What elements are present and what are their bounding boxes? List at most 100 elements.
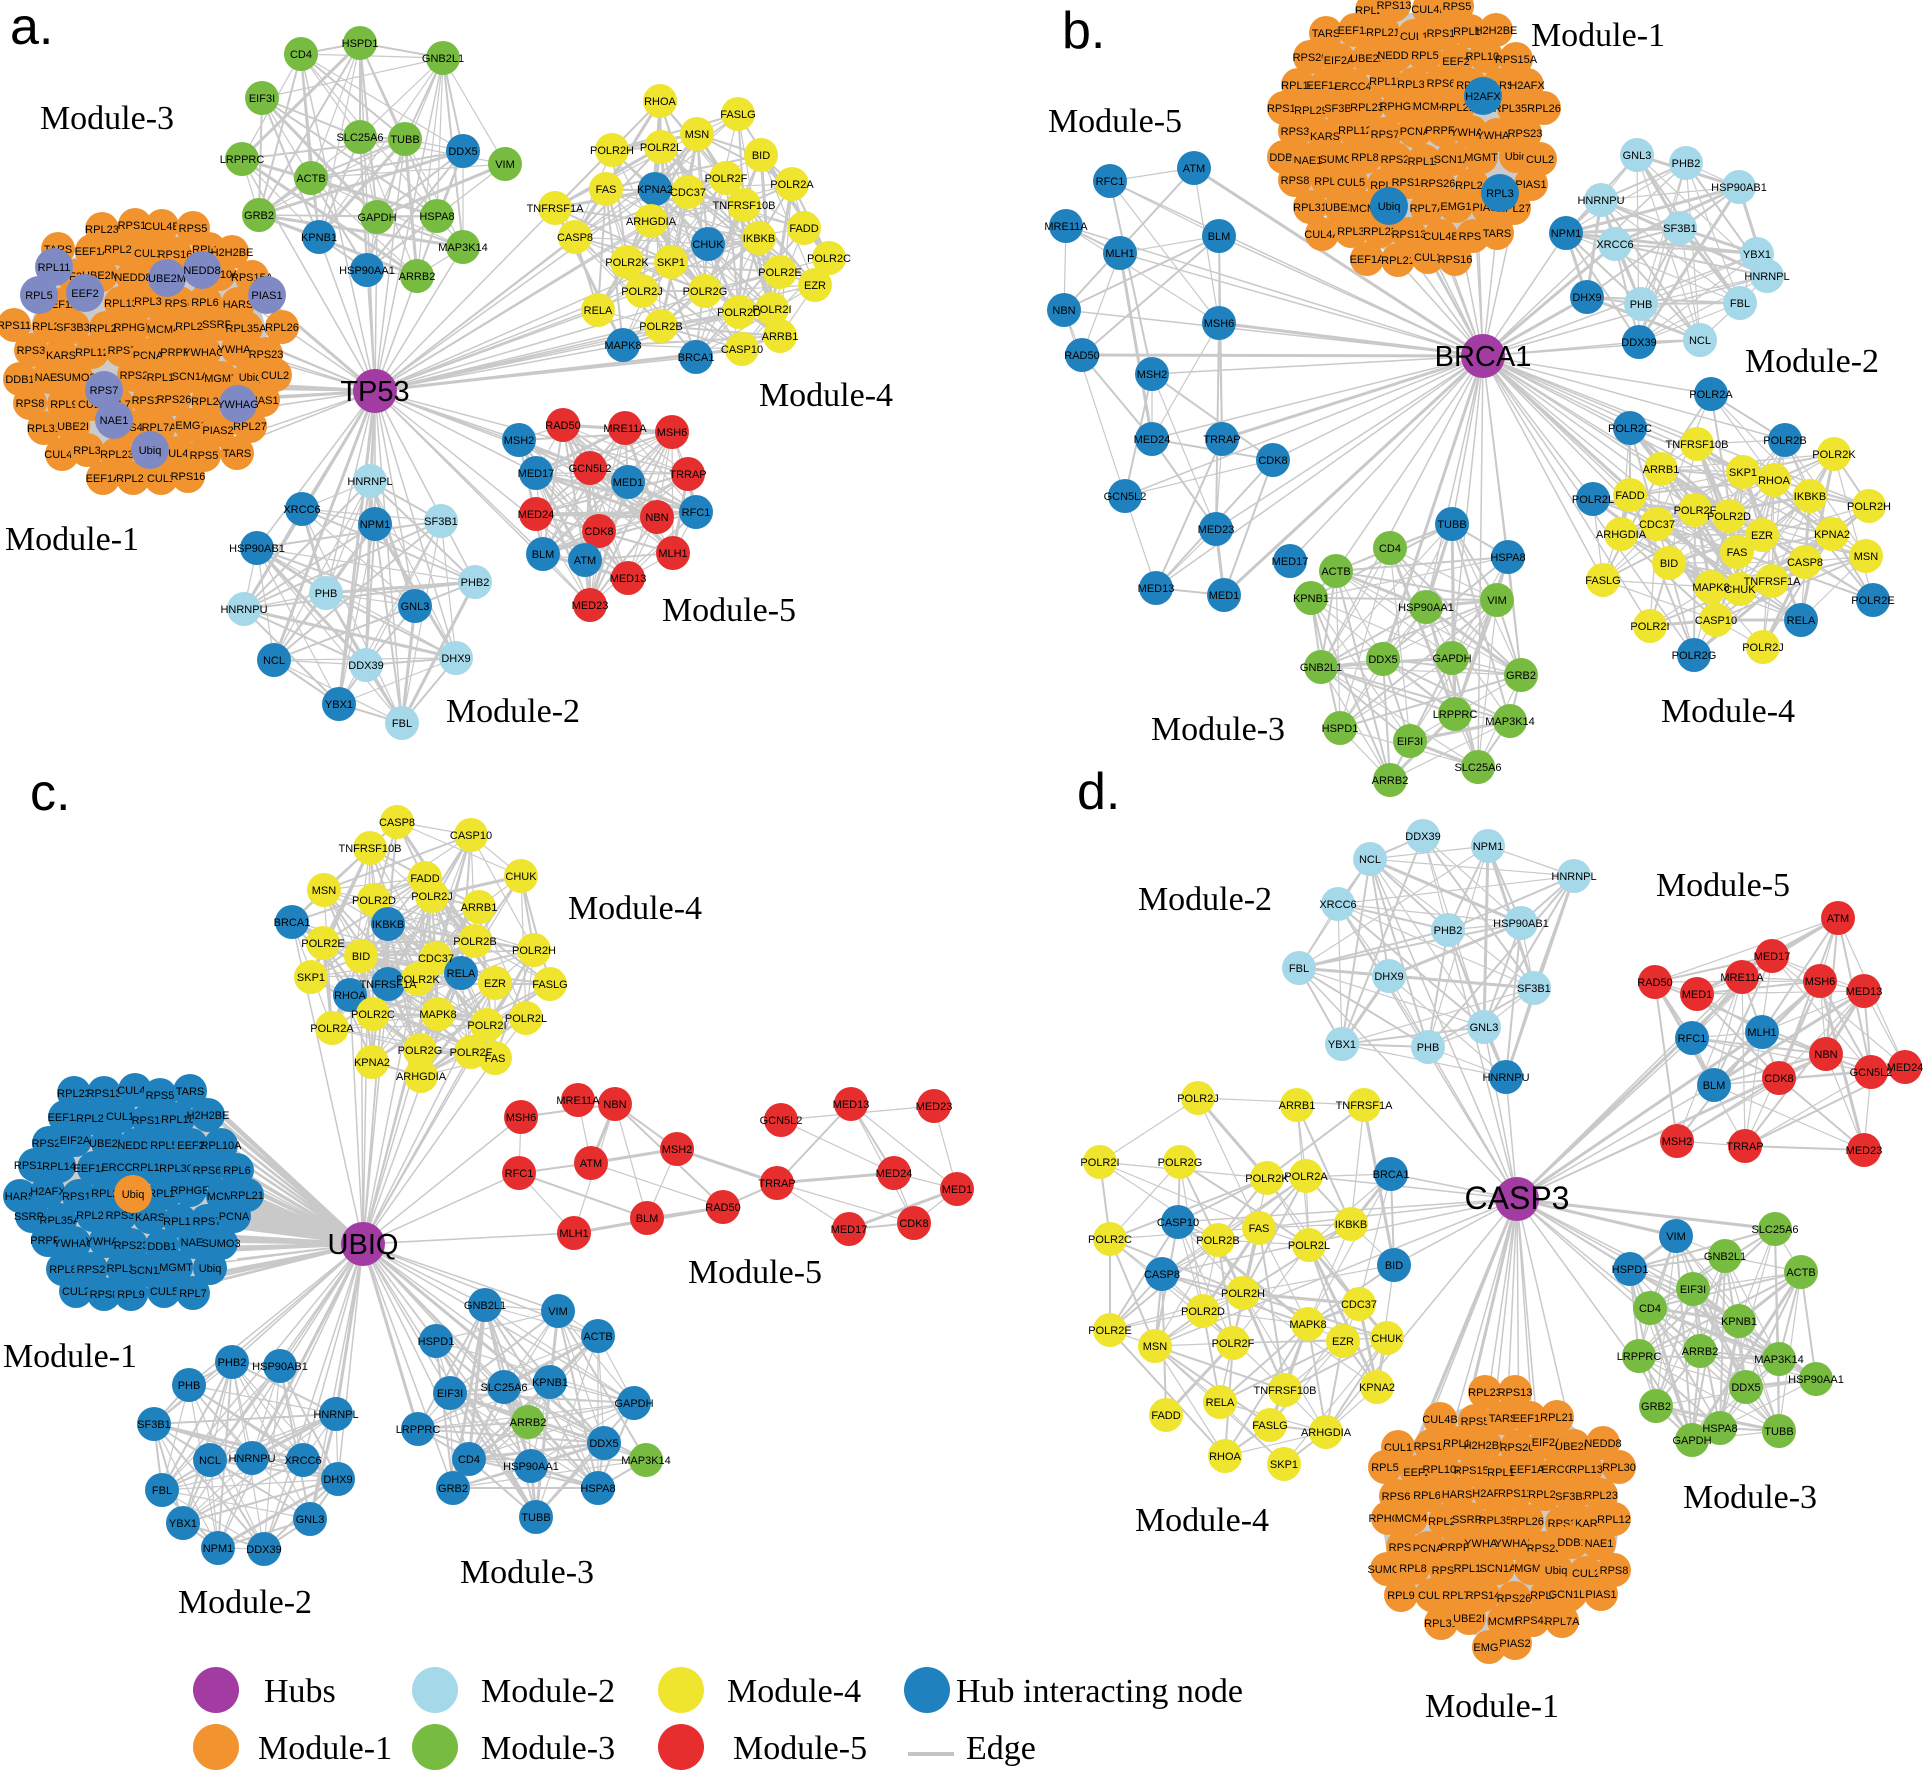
svg-text:RPL26: RPL26	[1510, 1516, 1544, 1528]
svg-text:MLH1: MLH1	[559, 1228, 588, 1240]
svg-text:DHX9: DHX9	[323, 1474, 352, 1486]
svg-text:CASP10: CASP10	[1695, 615, 1737, 627]
svg-text:RPS8: RPS8	[90, 1289, 119, 1301]
svg-text:YWHAH: YWHAH	[1495, 1538, 1536, 1550]
svg-text:RPS11: RPS11	[1498, 1488, 1532, 1500]
svg-text:YWHAG: YWHAG	[53, 1238, 95, 1250]
svg-text:POLR2C: POLR2C	[1608, 423, 1652, 435]
svg-text:GRB2: GRB2	[1641, 1401, 1671, 1413]
svg-text:POLR2L: POLR2L	[1572, 494, 1614, 506]
svg-text:PHB: PHB	[178, 1380, 201, 1392]
svg-text:RPL7A: RPL7A	[1545, 1616, 1581, 1628]
svg-text:LRPPRC: LRPPRC	[220, 154, 265, 166]
svg-text:HSP90AA1: HSP90AA1	[339, 265, 395, 277]
svg-text:RPL23: RPL23	[100, 449, 134, 461]
svg-text:ARHGDIA: ARHGDIA	[1301, 1427, 1352, 1439]
svg-text:MAPK8: MAPK8	[604, 340, 641, 352]
svg-text:CUL1: CUL1	[1414, 252, 1442, 264]
svg-text:NCL: NCL	[199, 1455, 221, 1467]
svg-text:FAS: FAS	[485, 1053, 506, 1065]
svg-text:FADD: FADD	[410, 873, 439, 885]
svg-text:RPL35A: RPL35A	[1479, 1515, 1521, 1527]
svg-text:MED1: MED1	[613, 477, 644, 489]
svg-text:PCNA: PCNA	[1400, 126, 1431, 138]
svg-text:POLR2F: POLR2F	[1674, 505, 1717, 517]
svg-text:HSP90AB1: HSP90AB1	[252, 1361, 308, 1373]
svg-text:MED23: MED23	[916, 1101, 953, 1113]
svg-text:PHB2: PHB2	[461, 577, 490, 589]
svg-text:GNB2L1: GNB2L1	[422, 53, 464, 65]
svg-text:ARRB2: ARRB2	[399, 271, 436, 283]
svg-text:PHB2: PHB2	[1672, 158, 1701, 170]
svg-text:ARHGDIA: ARHGDIA	[396, 1071, 447, 1083]
svg-text:KPNB1: KPNB1	[1293, 593, 1329, 605]
svg-text:RPL11: RPL11	[38, 262, 71, 274]
svg-text:RPL23: RPL23	[1350, 102, 1384, 114]
svg-text:CUL4B: CUL4B	[160, 448, 195, 460]
svg-text:Module-1: Module-1	[3, 1338, 137, 1375]
svg-text:RPS23: RPS23	[1508, 128, 1543, 140]
svg-text:TARS: TARS	[1483, 228, 1512, 240]
svg-text:POLR2C: POLR2C	[351, 1009, 395, 1021]
svg-text:DDX5: DDX5	[1368, 654, 1397, 666]
svg-text:EEF1A2: EEF1A2	[1510, 1464, 1551, 1476]
svg-text:RPL8: RPL8	[49, 1264, 77, 1276]
svg-text:NPM1: NPM1	[360, 519, 391, 531]
svg-text:RPS23: RPS23	[249, 349, 284, 361]
svg-text:HNRNPL: HNRNPL	[347, 476, 392, 488]
svg-text:Module-2: Module-2	[1138, 881, 1272, 918]
svg-text:Ubiq: Ubiq	[1505, 151, 1528, 163]
svg-text:POLR2J: POLR2J	[621, 286, 663, 298]
svg-text:RPL21: RPL21	[1381, 255, 1415, 267]
svg-text:RELA: RELA	[1787, 615, 1816, 627]
svg-text:SUMO3: SUMO3	[201, 1238, 240, 1250]
svg-text:KPNB1: KPNB1	[532, 1377, 568, 1389]
svg-text:YBX1: YBX1	[169, 1518, 197, 1530]
svg-text:RPL12: RPL12	[163, 1216, 197, 1228]
svg-text:MGMT: MGMT	[159, 1262, 193, 1274]
svg-text:POLR2G: POLR2G	[683, 286, 728, 298]
svg-text:FAS: FAS	[1249, 1223, 1270, 1235]
svg-text:HARS: HARS	[1442, 1489, 1473, 1501]
svg-text:RPL27: RPL27	[233, 421, 267, 433]
svg-text:PIAS1: PIAS1	[1585, 1589, 1616, 1601]
svg-text:LRPPRC: LRPPRC	[1433, 709, 1478, 721]
svg-text:SF3B1: SF3B1	[1517, 983, 1551, 995]
svg-text:TUBB: TUBB	[390, 134, 419, 146]
svg-text:UBE2M: UBE2M	[148, 273, 186, 285]
svg-text:FBL: FBL	[392, 718, 412, 730]
svg-text:LRPPRC: LRPPRC	[396, 1424, 441, 1436]
svg-text:RPS5: RPS5	[190, 450, 219, 462]
svg-text:SF3B3: SF3B3	[56, 322, 90, 334]
svg-text:RPL30: RPL30	[1602, 1462, 1636, 1474]
svg-text:GAPDH: GAPDH	[614, 1398, 653, 1410]
svg-text:CUL4B: CUL4B	[1411, 4, 1446, 16]
svg-text:MED1: MED1	[942, 1184, 973, 1196]
svg-text:H2AFX: H2AFX	[30, 1186, 66, 1198]
svg-text:MED23: MED23	[1846, 1145, 1883, 1157]
svg-text:TARS: TARS	[223, 448, 252, 460]
svg-text:EMG1: EMG1	[175, 420, 206, 432]
svg-text:RHOA: RHOA	[644, 96, 676, 108]
svg-text:RAD50: RAD50	[1637, 977, 1672, 989]
svg-text:RPL23: RPL23	[85, 224, 119, 236]
svg-text:RPL31: RPL31	[1293, 202, 1327, 214]
svg-text:RPL23: RPL23	[1363, 226, 1397, 238]
svg-text:ARRB2: ARRB2	[1372, 775, 1409, 787]
svg-text:EEF1A: EEF1A	[1338, 25, 1374, 37]
svg-text:YWHAH: YWHAH	[1477, 130, 1518, 142]
svg-text:RPS16: RPS16	[1414, 1441, 1449, 1453]
svg-text:POLR2G: POLR2G	[398, 1045, 443, 1057]
svg-text:PRPF3: PRPF3	[160, 347, 195, 359]
svg-text:MED13: MED13	[1846, 986, 1883, 998]
svg-text:RPS11: RPS11	[0, 320, 31, 332]
svg-text:YWHAG: YWHAG	[1464, 1538, 1506, 1550]
svg-text:RPS6: RPS6	[1382, 1491, 1411, 1503]
svg-text:RPL23: RPL23	[1468, 1387, 1502, 1399]
svg-text:HNRNPU: HNRNPU	[1577, 195, 1624, 207]
svg-text:RPHGE: RPHGE	[1379, 101, 1418, 113]
svg-text:PCNA: PCNA	[219, 1211, 250, 1223]
svg-text:POLR2D: POLR2D	[717, 307, 761, 319]
svg-text:EIF2A: EIF2A	[60, 1135, 91, 1147]
svg-text:HSPA8: HSPA8	[1490, 552, 1525, 564]
